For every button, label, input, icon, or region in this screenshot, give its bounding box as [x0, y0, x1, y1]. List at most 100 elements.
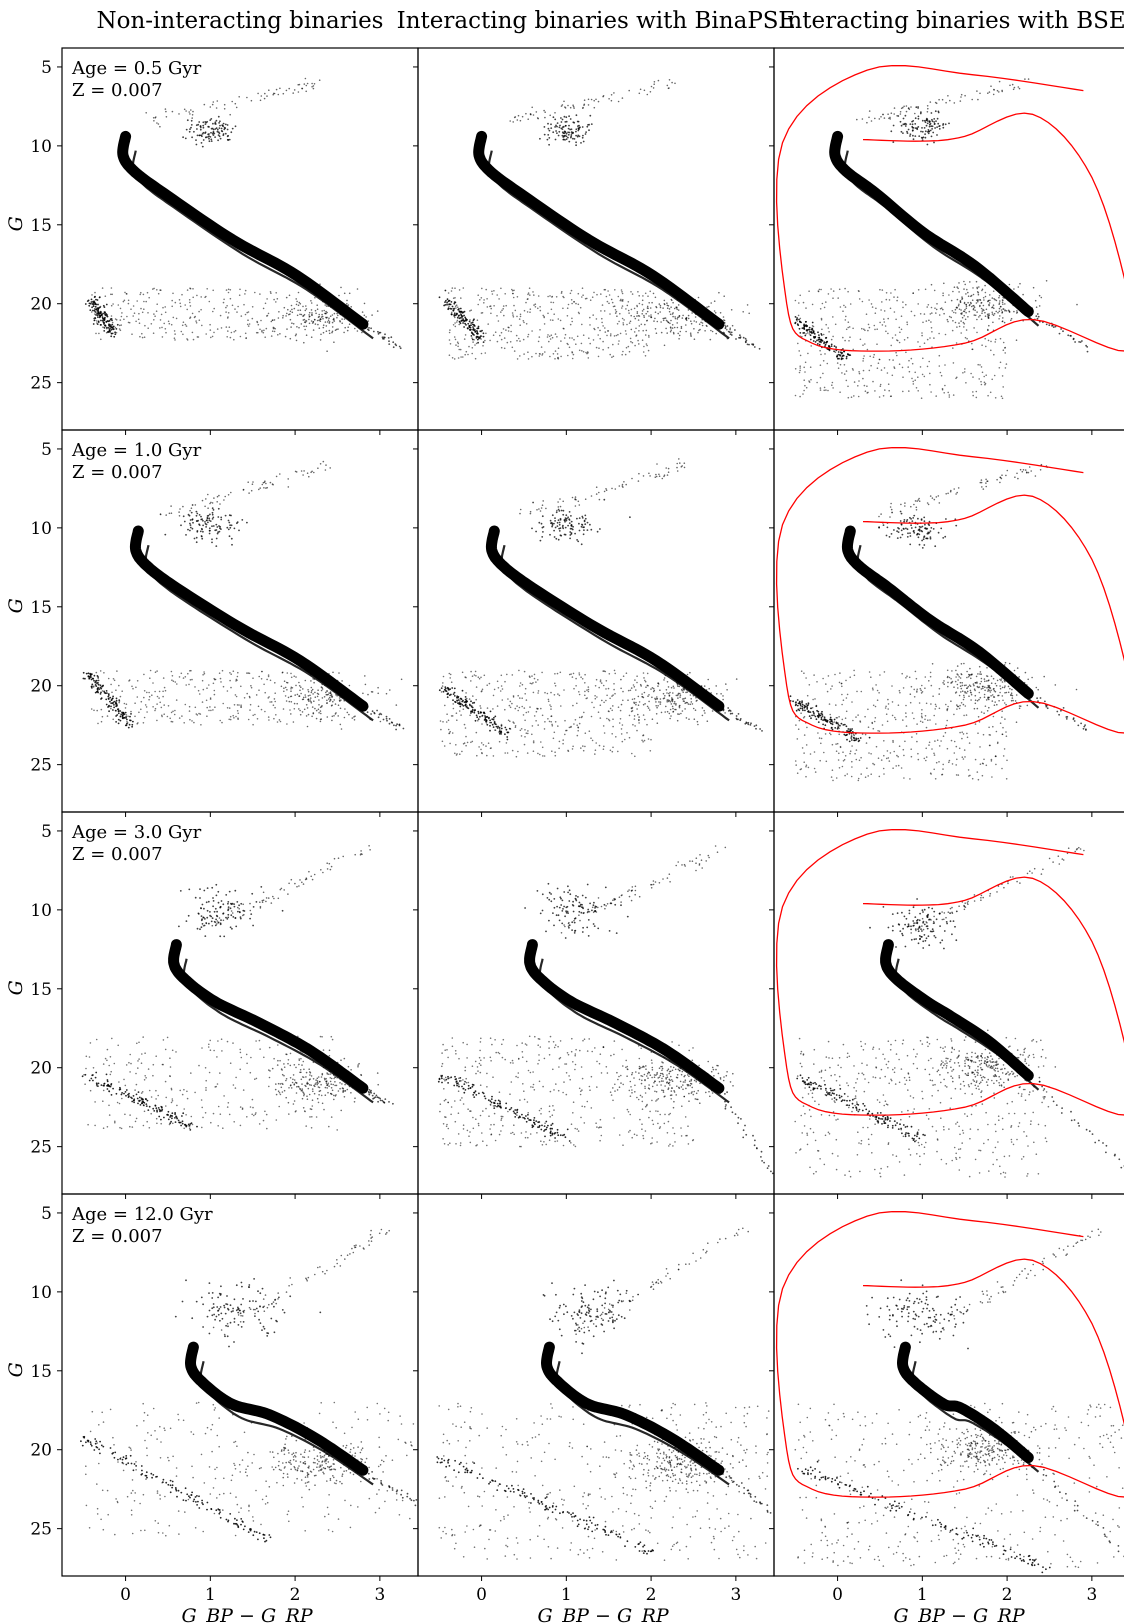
- data-point: [625, 672, 628, 674]
- data-point: [952, 320, 954, 322]
- data-point: [999, 337, 1002, 340]
- data-point: [444, 687, 447, 690]
- data-point: [199, 713, 202, 715]
- data-point: [216, 128, 219, 131]
- data-point: [93, 309, 96, 312]
- data-point: [273, 717, 275, 720]
- data-point: [93, 319, 95, 322]
- data-point: [1004, 296, 1007, 299]
- data-point: [445, 690, 448, 693]
- data-point: [602, 725, 605, 727]
- data-point: [799, 294, 801, 297]
- data-point: [714, 702, 717, 704]
- data-point: [207, 507, 209, 510]
- data-point: [214, 706, 216, 708]
- data-point: [480, 748, 482, 751]
- data-point: [528, 675, 531, 677]
- data-point: [643, 316, 645, 319]
- data-point: [303, 83, 306, 85]
- data-point: [346, 329, 349, 332]
- data-point: [644, 718, 646, 721]
- data-point: [615, 310, 618, 313]
- data-point: [644, 355, 647, 357]
- data-point: [361, 311, 364, 313]
- data-point: [876, 343, 878, 346]
- data-point: [914, 135, 917, 138]
- data-point: [82, 677, 85, 680]
- data-point: [127, 299, 130, 302]
- data-point: [116, 323, 119, 326]
- data-point: [306, 472, 309, 475]
- data-point: [212, 516, 215, 519]
- data-point: [613, 688, 615, 691]
- data-point: [535, 681, 537, 683]
- data-point: [307, 690, 310, 693]
- data-point: [621, 483, 624, 486]
- y-tick-label: 15: [30, 598, 52, 618]
- data-point: [582, 351, 585, 353]
- data-point: [274, 682, 276, 684]
- data-point: [617, 333, 619, 336]
- data-point: [631, 293, 634, 295]
- data-point: [511, 288, 513, 291]
- data-point: [700, 321, 702, 324]
- data-point: [796, 323, 799, 326]
- data-point: [524, 719, 526, 722]
- data-point: [924, 121, 927, 124]
- data-point: [481, 688, 484, 691]
- data-point: [212, 709, 214, 711]
- data-point: [148, 296, 150, 299]
- data-point: [933, 337, 935, 339]
- data-point: [988, 303, 990, 306]
- data-point: [477, 718, 480, 720]
- data-point: [690, 322, 693, 325]
- data-point: [798, 327, 801, 330]
- data-point: [286, 689, 288, 691]
- data-point: [894, 334, 897, 336]
- data-point: [311, 82, 313, 85]
- data-point: [553, 536, 556, 538]
- data-point: [873, 353, 875, 356]
- data-point: [1030, 694, 1032, 696]
- data-point: [312, 329, 315, 331]
- data-point: [569, 323, 572, 326]
- data-point: [974, 309, 976, 312]
- data-point: [340, 728, 343, 730]
- y-tick-label: 20: [30, 677, 52, 697]
- data-point: [985, 478, 987, 481]
- data-point: [471, 333, 474, 335]
- data-point: [717, 326, 719, 328]
- data-point: [984, 337, 986, 340]
- data-point: [819, 376, 822, 379]
- data-point: [546, 692, 549, 695]
- data-point: [637, 339, 639, 342]
- data-point: [504, 726, 507, 729]
- data-point: [681, 710, 684, 712]
- data-point: [560, 509, 563, 512]
- data-point: [693, 306, 696, 309]
- data-point: [938, 125, 940, 128]
- data-point: [903, 528, 905, 530]
- data-point: [294, 470, 297, 473]
- data-point: [992, 290, 995, 293]
- data-point: [342, 693, 345, 695]
- data-point: [701, 698, 703, 700]
- data-point: [646, 310, 649, 313]
- data-point: [568, 115, 570, 118]
- data-point: [186, 338, 188, 340]
- data-point: [965, 305, 968, 308]
- data-point: [474, 331, 477, 333]
- data-point: [828, 345, 830, 347]
- data-point: [197, 336, 200, 338]
- data-point: [820, 319, 823, 321]
- data-point: [608, 302, 610, 305]
- data-point: [328, 322, 331, 324]
- data-point: [912, 138, 915, 141]
- data-point: [486, 306, 489, 308]
- data-point: [306, 707, 309, 709]
- data-point: [204, 132, 207, 135]
- data-point: [908, 370, 911, 373]
- data-point: [583, 99, 586, 101]
- data-point: [326, 350, 328, 353]
- data-point: [638, 716, 640, 718]
